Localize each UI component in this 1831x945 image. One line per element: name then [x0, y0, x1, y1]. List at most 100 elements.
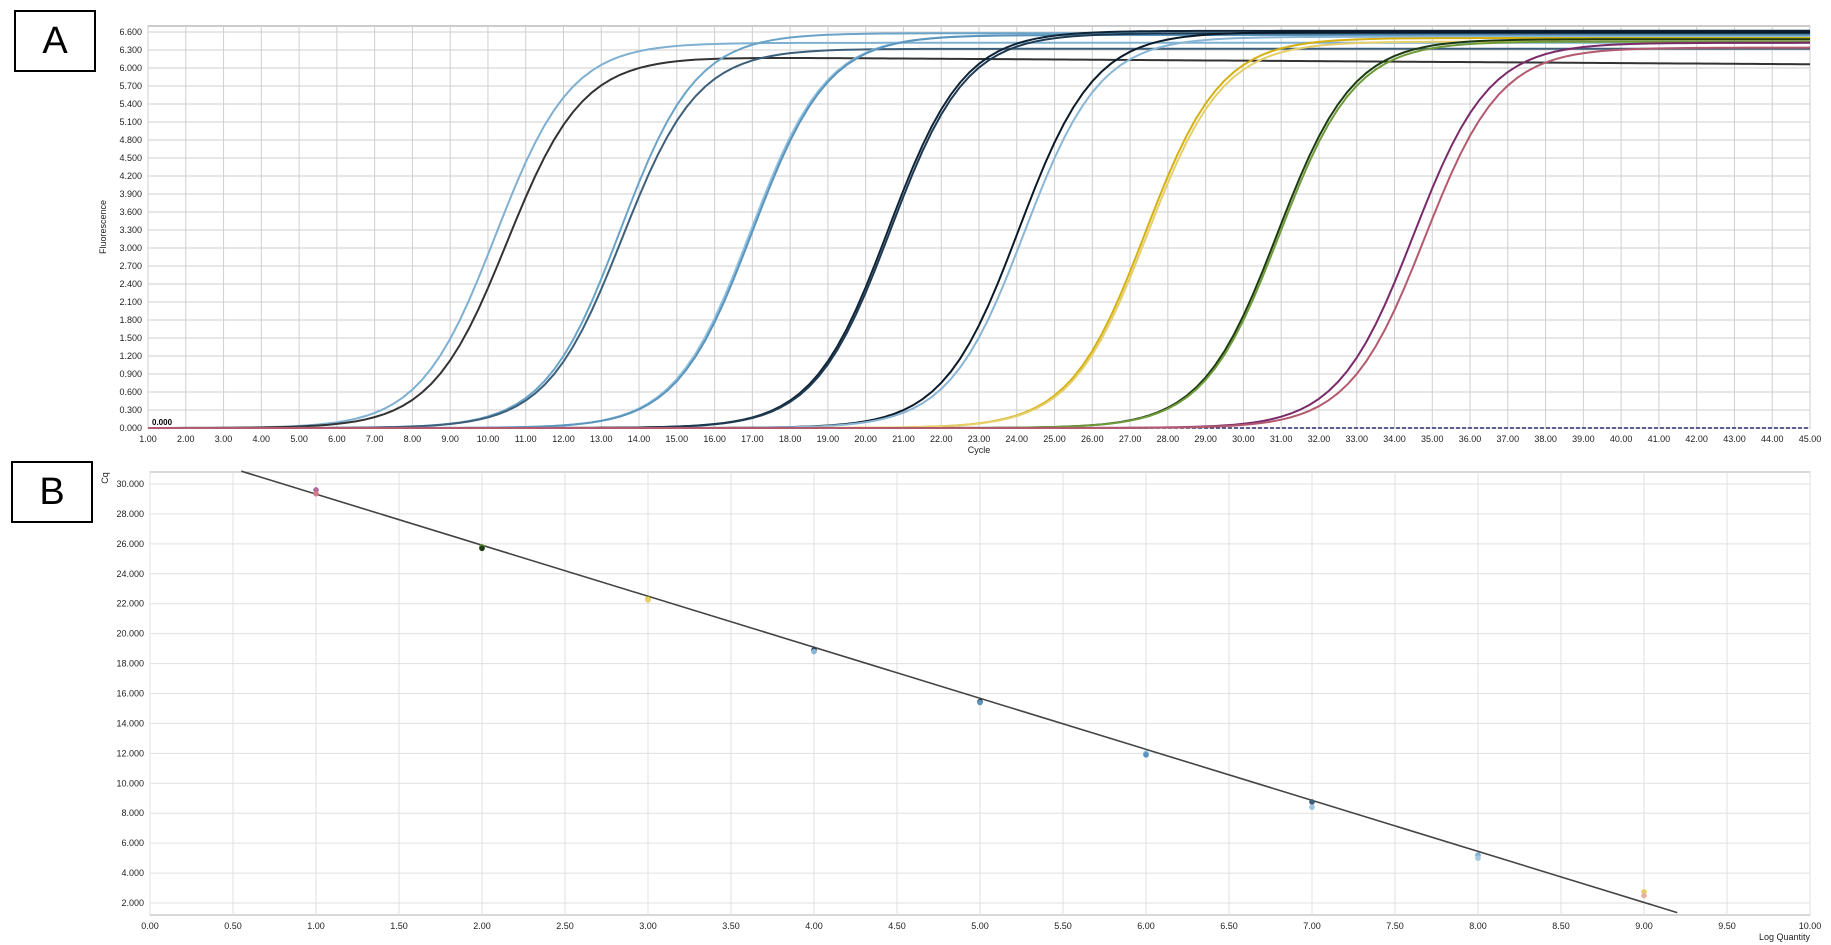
- x-tick-label: 10.00: [477, 434, 500, 444]
- x-tick-label: 5.00: [290, 434, 308, 444]
- y-tick-label-b: 28.000: [116, 509, 144, 519]
- y-tick-label: 2.100: [119, 297, 142, 307]
- y-tick-label: 3.600: [119, 207, 142, 217]
- x-tick-label-b: 9.00: [1635, 921, 1653, 931]
- x-tick-label-b: 4.50: [888, 921, 906, 931]
- amplification-chart: 1.00 2.00 3.00 4.00 5.00 6.00 7.00 8.00 9.00 10.0…: [98, 25, 1821, 455]
- standard-point-18: [1641, 892, 1647, 899]
- x-tick-label: 24.00: [1006, 434, 1029, 444]
- y-tick-label-b: 2.000: [121, 898, 144, 908]
- amplification-curve-16: [148, 46, 1811, 429]
- x-tick-label: 13.00: [590, 434, 613, 444]
- x-tick-label-b: 3.00: [639, 921, 657, 931]
- y-tick-label-b: 26.000: [116, 539, 144, 549]
- x-tick-label: 25.00: [1043, 434, 1066, 444]
- x-tick-label-b: 7.50: [1386, 921, 1404, 931]
- y-axis-title-b: Cq: [100, 472, 110, 484]
- panel-a-label: A: [14, 10, 96, 72]
- standard-points: [313, 487, 1647, 899]
- x-tick-label-b: 5.00: [971, 921, 989, 931]
- x-tick-label-b: 8.50: [1552, 921, 1570, 931]
- standard-point-12: [1143, 752, 1149, 758]
- x-tick-label-b: 9.50: [1718, 921, 1736, 931]
- standard-point-2: [313, 490, 319, 497]
- y-tick-label: 5.400: [119, 99, 142, 109]
- y-tick-label-b: 20.000: [116, 629, 144, 639]
- x-tick-label: 26.00: [1081, 434, 1104, 444]
- x-tick-label: 2.00: [177, 434, 195, 444]
- y-tick-label: 0.900: [119, 369, 142, 379]
- y-tick-label: 5.100: [119, 117, 142, 127]
- standard-point-16: [1475, 855, 1481, 861]
- x-tick-label: 38.00: [1534, 434, 1557, 444]
- y-tick-label: 3.300: [119, 225, 142, 235]
- y-axis-title: Fluorescence: [98, 200, 108, 254]
- x-tick-label-b: 4.00: [805, 921, 823, 931]
- amplification-axes: 1.00 2.00 3.00 4.00 5.00 6.00 7.00 8.00 9.00 10.0…: [119, 27, 1821, 444]
- x-tick-label: 11.00: [515, 434, 537, 444]
- x-tick-label: 22.00: [930, 434, 953, 444]
- x-tick-label-b: 8.00: [1469, 921, 1487, 931]
- amplification-grid: [147, 25, 1811, 429]
- y-tick-label: 0.600: [119, 387, 142, 397]
- x-tick-label: 32.00: [1308, 434, 1331, 444]
- x-tick-label: 6.00: [328, 434, 346, 444]
- x-tick-label: 39.00: [1572, 434, 1595, 444]
- y-tick-label: 0.300: [119, 405, 142, 415]
- standard-curve-grid: [149, 471, 1811, 916]
- x-tick-label-b: 2.00: [473, 921, 491, 931]
- x-tick-label: 37.00: [1497, 434, 1520, 444]
- y-tick-label: 4.800: [119, 135, 142, 145]
- x-tick-label: 16.00: [703, 434, 726, 444]
- x-tick-label: 3.00: [215, 434, 233, 444]
- y-tick-label: 0.000: [119, 423, 142, 433]
- panel-b-label: B: [11, 461, 93, 523]
- x-tick-label: 17.00: [741, 434, 764, 444]
- x-tick-label: 8.00: [404, 434, 422, 444]
- y-tick-label: 1.200: [119, 351, 142, 361]
- x-tick-label-b: 5.50: [1054, 921, 1072, 931]
- x-tick-label: 34.00: [1383, 434, 1406, 444]
- x-tick-label: 33.00: [1345, 434, 1368, 444]
- y-tick-label: 4.200: [119, 171, 142, 181]
- x-tick-label-b: 10.00: [1799, 921, 1822, 931]
- x-tick-label: 27.00: [1119, 434, 1142, 444]
- x-tick-label: 31.00: [1270, 434, 1293, 444]
- x-tick-label-b: 3.50: [722, 921, 740, 931]
- x-tick-label-b: 7.00: [1303, 921, 1321, 931]
- x-tick-label: 4.00: [253, 434, 271, 444]
- x-tick-label-b: 6.00: [1137, 921, 1155, 931]
- x-tick-label: 28.00: [1157, 434, 1180, 444]
- x-tick-label: 12.00: [552, 434, 575, 444]
- x-tick-label-b: 1.50: [390, 921, 408, 931]
- threshold-label: 0.000: [152, 418, 173, 427]
- x-tick-label-b: 1.00: [307, 921, 325, 931]
- y-tick-label: 6.300: [119, 45, 142, 55]
- x-tick-label: 45.00: [1799, 434, 1822, 444]
- x-tick-label: 14.00: [628, 434, 651, 444]
- y-tick-label: 3.900: [119, 189, 142, 199]
- y-tick-label: 6.000: [119, 63, 142, 73]
- x-tick-label-b: 2.50: [556, 921, 574, 931]
- y-tick-label-b: 24.000: [116, 569, 144, 579]
- y-tick-label-b: 22.000: [116, 599, 144, 609]
- y-tick-label-b: 14.000: [116, 718, 144, 728]
- y-tick-label: 3.000: [119, 243, 142, 253]
- standard-point-13: [1309, 799, 1315, 805]
- x-tick-label-b: 6.50: [1220, 921, 1238, 931]
- y-tick-label: 4.500: [119, 153, 142, 163]
- y-tick-label: 2.700: [119, 261, 142, 271]
- y-tick-label: 1.500: [119, 333, 142, 343]
- y-tick-label-b: 12.000: [116, 748, 144, 758]
- x-tick-label: 43.00: [1723, 434, 1746, 444]
- x-tick-label: 23.00: [968, 434, 991, 444]
- y-tick-label-b: 6.000: [121, 838, 144, 848]
- x-axis-title: Cycle: [968, 445, 991, 455]
- y-tick-label-b: 16.000: [116, 689, 144, 699]
- x-axis-title-b: Log Quantity: [1759, 932, 1811, 942]
- y-tick-label: 1.800: [119, 315, 142, 325]
- x-tick-label: 41.00: [1648, 434, 1671, 444]
- standard-point-10: [977, 699, 983, 706]
- x-tick-label: 15.00: [666, 434, 689, 444]
